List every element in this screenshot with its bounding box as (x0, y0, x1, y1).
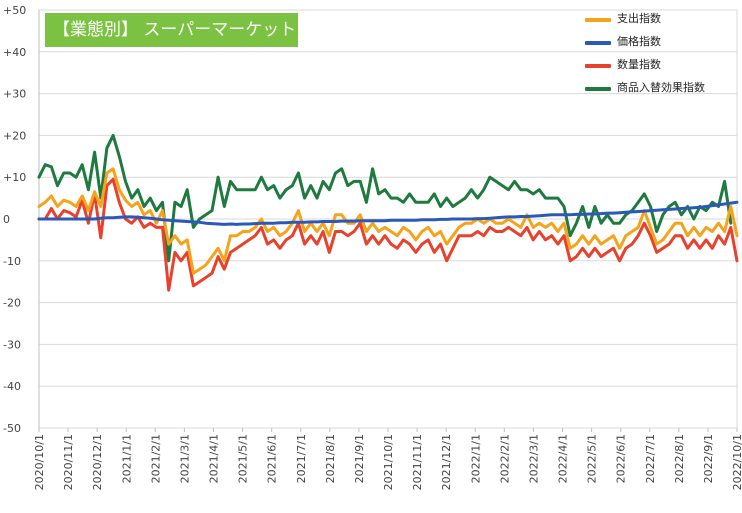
x-tick-label: 2022/3/1 (527, 434, 540, 483)
series-line (37, 200, 739, 226)
x-tick-label: 2021/9/1 (353, 434, 366, 483)
x-tick-label: 2020/11/1 (62, 434, 75, 490)
legend-label: 商品入替効果指数 (617, 81, 705, 94)
legend-label: 数量指数 (617, 58, 661, 71)
legend-item: 価格指数 (585, 33, 705, 56)
x-tick-label: 2022/4/1 (557, 434, 570, 483)
x-tick-label: 2022/5/1 (586, 434, 599, 483)
x-tick-label: 2020/10/1 (33, 434, 46, 490)
series-line (37, 177, 739, 292)
series-line (37, 167, 739, 275)
y-tick-label: +50 (3, 4, 26, 17)
chart-title: 【業態別】 スーパーマーケット (45, 13, 298, 47)
x-tick-label: 2021/2/1 (149, 434, 162, 483)
x-tick-label: 2021/11/1 (411, 434, 424, 490)
legend: 支出指数 価格指数 数量指数 商品入替効果指数 (585, 10, 705, 102)
legend-label: 支出指数 (617, 12, 661, 25)
x-tick-label: 2021/8/1 (324, 434, 337, 483)
y-tick-label: 0 (3, 213, 10, 226)
y-tick-label: -50 (3, 422, 21, 435)
legend-swatch (585, 18, 611, 22)
legend-item: 支出指数 (585, 10, 705, 33)
legend-label: 価格指数 (617, 35, 661, 48)
x-tick-label: 2022/7/1 (644, 434, 657, 483)
y-tick-label: -30 (3, 338, 21, 351)
x-tick-label: 2021/6/1 (266, 434, 279, 483)
x-tick-label: 2022/8/1 (673, 434, 686, 483)
y-tick-label: +30 (3, 88, 26, 101)
legend-item: 数量指数 (585, 56, 705, 79)
x-tick-label: 2022/9/1 (702, 434, 715, 483)
x-tick-label: 2020/12/1 (91, 434, 104, 490)
x-tick-label: 2021/12/1 (440, 434, 453, 490)
y-tick-label: +20 (3, 129, 26, 142)
legend-item: 商品入替効果指数 (585, 79, 705, 102)
y-tick-label: +10 (3, 171, 26, 184)
x-tick-label: 2021/4/1 (208, 434, 221, 483)
x-tick-label: 2021/10/1 (382, 434, 395, 490)
x-tick-label: 2022/6/1 (615, 434, 628, 483)
x-tick-label: 2022/1/1 (469, 434, 482, 483)
x-tick-label: 2021/5/1 (237, 434, 250, 483)
x-tick-label: 2022/2/1 (498, 434, 511, 483)
legend-swatch (585, 41, 611, 45)
x-tick-label: 2021/3/1 (178, 434, 191, 483)
y-tick-label: -10 (3, 255, 21, 268)
series-line (37, 133, 733, 263)
legend-swatch (585, 64, 611, 68)
x-tick-label: 2022/10/1 (731, 434, 742, 490)
y-tick-label: +40 (3, 46, 26, 59)
y-tick-label: -20 (3, 297, 21, 310)
x-tick-label: 2021/7/1 (295, 434, 308, 483)
y-tick-label: -40 (3, 380, 21, 393)
legend-swatch (585, 87, 611, 91)
x-tick-label: 2021/1/1 (120, 434, 133, 483)
